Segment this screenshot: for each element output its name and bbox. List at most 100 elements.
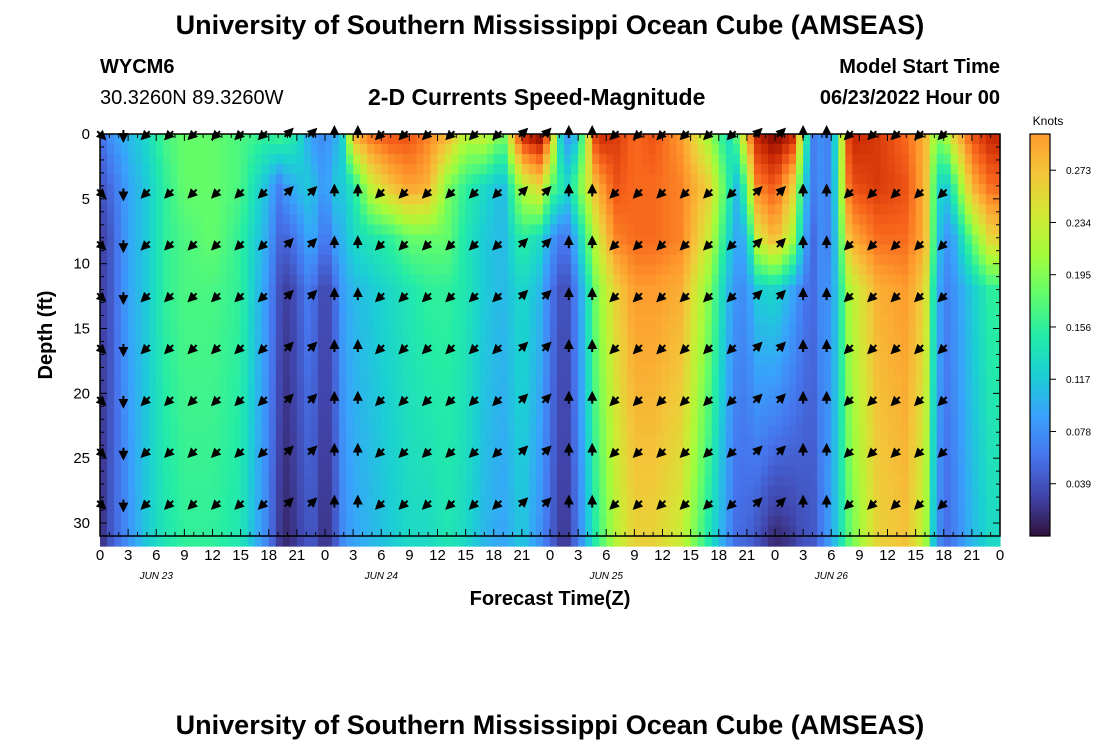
heat-cell bbox=[198, 244, 207, 256]
heat-cell bbox=[388, 495, 396, 507]
heat-cell bbox=[107, 164, 115, 175]
heat-cell bbox=[114, 174, 122, 185]
heat-cell bbox=[135, 536, 143, 547]
heat-cell bbox=[824, 445, 832, 457]
heat-cell bbox=[782, 445, 790, 457]
heat-cell bbox=[817, 345, 825, 356]
heat-cell bbox=[683, 144, 692, 155]
heat-cell bbox=[303, 505, 312, 517]
heat-cell bbox=[458, 365, 467, 376]
heat-cell bbox=[894, 194, 903, 205]
heat-cell bbox=[585, 244, 593, 256]
heat-cell bbox=[177, 345, 185, 356]
heat-cell bbox=[451, 385, 460, 396]
heat-cell bbox=[353, 164, 361, 175]
heat-cell bbox=[275, 415, 284, 427]
heat-cell bbox=[430, 274, 439, 286]
heat-cell bbox=[542, 154, 551, 165]
heat-cell bbox=[507, 224, 516, 236]
heat-cell bbox=[887, 214, 896, 226]
heat-cell bbox=[690, 224, 699, 236]
heat-cell bbox=[500, 485, 509, 497]
heat-cell bbox=[339, 515, 347, 527]
heat-cell bbox=[198, 375, 207, 386]
heat-cell bbox=[606, 536, 614, 547]
heat-cell bbox=[676, 425, 685, 437]
heat-cell bbox=[332, 525, 340, 537]
heat-cell bbox=[135, 134, 143, 145]
heat-cell bbox=[550, 154, 558, 165]
heat-cell bbox=[177, 425, 185, 437]
heat-cell bbox=[226, 194, 235, 205]
heat-cell bbox=[585, 345, 593, 356]
heat-cell bbox=[901, 415, 910, 427]
heat-cell bbox=[135, 214, 143, 226]
heat-cell bbox=[332, 355, 340, 366]
heat-cell bbox=[627, 365, 635, 376]
heat-cell bbox=[100, 405, 108, 416]
heat-cell bbox=[711, 314, 720, 326]
heat-cell bbox=[479, 194, 488, 205]
heat-cell bbox=[163, 204, 171, 215]
heat-cell bbox=[901, 536, 910, 547]
heat-cell bbox=[367, 264, 375, 276]
heat-cell bbox=[606, 264, 614, 276]
heat-cell bbox=[261, 174, 270, 185]
heat-cell bbox=[268, 264, 277, 276]
heat-cell bbox=[479, 304, 488, 316]
heat-cell bbox=[718, 536, 727, 547]
heat-cell bbox=[261, 204, 270, 215]
heat-cell bbox=[437, 264, 446, 276]
heat-cell bbox=[732, 194, 741, 205]
heat-cell bbox=[388, 365, 396, 376]
heat-cell bbox=[697, 184, 706, 195]
heat-cell bbox=[212, 485, 221, 497]
heat-cell bbox=[177, 365, 185, 376]
heat-cell bbox=[922, 304, 931, 316]
heat-cell bbox=[177, 324, 185, 336]
heat-cell bbox=[606, 154, 614, 165]
heat-cell bbox=[395, 465, 403, 477]
heat-cell bbox=[676, 505, 685, 517]
heat-cell bbox=[901, 495, 910, 507]
heat-cell bbox=[873, 415, 882, 427]
heat-cell bbox=[451, 324, 460, 336]
heat-cell bbox=[332, 144, 340, 155]
heat-cell bbox=[247, 284, 256, 296]
heat-cell bbox=[465, 355, 474, 366]
heat-cell bbox=[212, 425, 221, 437]
heat-cell bbox=[810, 345, 818, 356]
heat-cell bbox=[859, 425, 868, 437]
heat-cell bbox=[409, 264, 418, 276]
heat-cell bbox=[838, 425, 846, 437]
heat-cell bbox=[282, 455, 291, 467]
heat-cell bbox=[268, 144, 277, 155]
heat-cell bbox=[683, 304, 692, 316]
heat-cell bbox=[775, 254, 783, 266]
heat-cell bbox=[346, 525, 354, 537]
heat-cell bbox=[353, 405, 361, 416]
heat-cell bbox=[922, 465, 931, 477]
heat-cell bbox=[669, 204, 678, 215]
heat-cell bbox=[676, 515, 685, 527]
heat-cell bbox=[177, 274, 185, 286]
heat-cell bbox=[381, 324, 389, 336]
heat-cell bbox=[219, 415, 228, 427]
heat-cell bbox=[852, 475, 860, 487]
heat-cell bbox=[275, 525, 284, 537]
heat-cell bbox=[528, 234, 537, 246]
heat-cell bbox=[824, 254, 832, 266]
heat-cell bbox=[564, 525, 572, 537]
heat-cell bbox=[810, 154, 818, 165]
heat-cell bbox=[606, 395, 614, 406]
heat-cell bbox=[317, 536, 326, 547]
heat-cell bbox=[444, 194, 453, 205]
heat-cell bbox=[894, 335, 903, 346]
heat-cell bbox=[725, 274, 734, 286]
heat-cell bbox=[219, 335, 228, 346]
heat-cell bbox=[346, 505, 354, 517]
heat-cell bbox=[339, 505, 347, 517]
heat-cell bbox=[564, 224, 572, 236]
heat-cell bbox=[704, 324, 713, 336]
heat-cell bbox=[929, 536, 938, 547]
